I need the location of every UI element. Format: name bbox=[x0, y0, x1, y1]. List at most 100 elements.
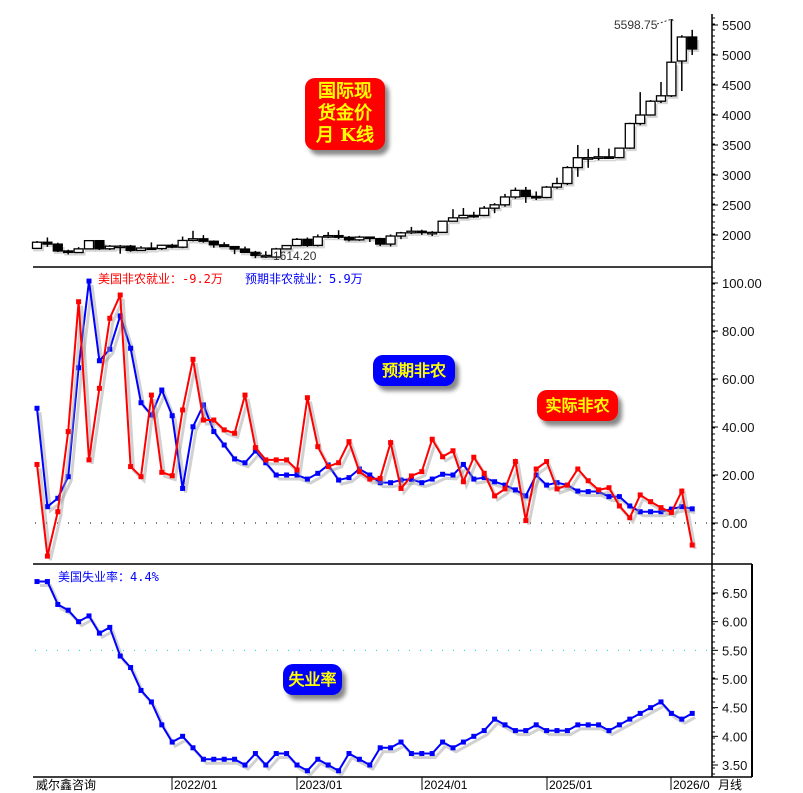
y-tick-label: 6.50 bbox=[722, 586, 747, 601]
candle-body bbox=[655, 95, 667, 102]
candle-body bbox=[562, 166, 573, 185]
actual-nfp-point bbox=[180, 407, 186, 413]
actual-nfp-point bbox=[200, 417, 206, 423]
expected-nfp-point bbox=[336, 477, 342, 483]
legend-expected-nfp: 预期非农就业：5.9万 bbox=[245, 272, 363, 286]
candle-shadow bbox=[157, 248, 169, 252]
actual-nfp-point bbox=[388, 440, 394, 446]
y-tick-label: 2500 bbox=[722, 198, 751, 213]
candle-body bbox=[271, 248, 282, 258]
expected-nfp-point bbox=[232, 456, 238, 462]
unemployment-badge: 失业率 bbox=[283, 664, 342, 695]
unemployment-point bbox=[440, 739, 446, 745]
actual-nfp-point bbox=[252, 445, 258, 451]
unemployment-point bbox=[117, 653, 123, 659]
candle-body bbox=[104, 245, 115, 250]
candle-body bbox=[167, 244, 178, 248]
candle-shadow bbox=[147, 251, 159, 253]
unemployment-point bbox=[429, 751, 435, 757]
expected-nfp-point bbox=[76, 365, 82, 371]
candle-shadow bbox=[126, 249, 138, 254]
unemployment-point bbox=[273, 751, 279, 757]
candle-body bbox=[541, 186, 552, 199]
x-tick-label: 2025/01 bbox=[549, 778, 593, 790]
unemployment-point bbox=[138, 687, 144, 693]
expected-nfp-point bbox=[616, 494, 622, 500]
expected-nfp-point bbox=[65, 474, 71, 480]
unemployment-point bbox=[544, 728, 550, 734]
candle-body bbox=[115, 245, 126, 249]
unemployment-point bbox=[637, 710, 643, 716]
actual-nfp-point bbox=[544, 459, 550, 465]
actual-nfp-shadow bbox=[38, 298, 697, 561]
actual-nfp-point bbox=[336, 460, 342, 466]
candle-body bbox=[416, 230, 427, 234]
expected-nfp-point bbox=[648, 509, 654, 515]
expected-nfp-point bbox=[502, 482, 508, 488]
y-tick-label: 3500 bbox=[722, 138, 751, 153]
expected-nfp-point bbox=[627, 503, 633, 509]
actual-nfp-point bbox=[190, 356, 196, 362]
unemployment-point bbox=[460, 739, 466, 745]
unemployment-point bbox=[55, 601, 61, 607]
expected-nfp-point bbox=[55, 495, 61, 501]
actual-nfp-point bbox=[492, 493, 498, 499]
unemployment-point bbox=[450, 745, 456, 751]
candle-body bbox=[645, 100, 656, 116]
candle-body bbox=[354, 236, 365, 241]
candle-body bbox=[208, 240, 219, 246]
candle-shadow bbox=[168, 248, 180, 251]
actual-nfp-point bbox=[148, 392, 154, 398]
expected-nfp-point bbox=[221, 442, 227, 448]
unemployment-point bbox=[148, 699, 154, 705]
expected-nfp-point bbox=[533, 472, 539, 478]
actual-nfp-point bbox=[564, 482, 570, 488]
y-tick-label: 5.50 bbox=[722, 643, 747, 658]
actual-nfp-point bbox=[367, 476, 373, 482]
candle-shadow bbox=[241, 252, 252, 256]
candle-shadow bbox=[251, 255, 263, 259]
actual-nfp-point bbox=[128, 464, 134, 470]
actual-nfp-point bbox=[648, 499, 654, 505]
candle-body bbox=[427, 231, 438, 235]
expected-nfp-point bbox=[367, 472, 373, 478]
actual-nfp-point bbox=[668, 509, 674, 515]
expected-nfp-point bbox=[159, 387, 165, 393]
high-arrow bbox=[656, 18, 675, 25]
actual-nfp-point bbox=[450, 448, 456, 454]
gold-title-line-3: 月 K线 bbox=[316, 125, 374, 146]
unemployment-point bbox=[419, 751, 425, 757]
unemployment-point bbox=[616, 722, 622, 728]
unemployment-point bbox=[606, 728, 612, 734]
candle-body bbox=[479, 207, 490, 217]
unemployment-point bbox=[585, 722, 591, 728]
unemployment-point bbox=[252, 751, 258, 757]
candle-shadow bbox=[116, 249, 128, 251]
unemployment-point bbox=[242, 762, 248, 768]
candle-body bbox=[146, 247, 157, 251]
unemployment-point bbox=[180, 733, 186, 739]
candle-body bbox=[499, 196, 511, 206]
unemployment-point bbox=[159, 722, 165, 728]
candle-body bbox=[489, 204, 500, 209]
unemployment-point bbox=[200, 756, 206, 762]
candle-shadow bbox=[417, 234, 429, 236]
candle-shadow bbox=[137, 251, 148, 254]
actual-nfp-point bbox=[55, 509, 61, 515]
y-tick-label: 5500 bbox=[722, 18, 751, 33]
expected-nfp-point bbox=[544, 482, 550, 488]
unemployment-point bbox=[668, 710, 674, 716]
unemployment-point bbox=[356, 756, 362, 762]
y-tick-label: 0.00 bbox=[722, 516, 747, 531]
candle-shadow bbox=[365, 240, 377, 242]
candle-body bbox=[447, 217, 459, 222]
actual-nfp-point bbox=[284, 457, 290, 463]
actual-nfp-point bbox=[585, 478, 591, 484]
actual-nfp-point bbox=[679, 488, 685, 494]
unemployment-point bbox=[481, 728, 487, 734]
unemployment-point bbox=[65, 607, 71, 613]
x-tick-label: 2024/01 bbox=[424, 778, 468, 790]
candle-body bbox=[437, 220, 448, 234]
actual-nfp-point bbox=[211, 417, 217, 423]
expected-nfp-point bbox=[315, 470, 321, 476]
